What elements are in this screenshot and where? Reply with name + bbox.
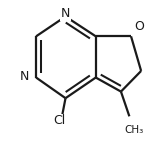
Text: CH₃: CH₃ bbox=[125, 125, 144, 135]
Text: N: N bbox=[61, 7, 70, 20]
Text: O: O bbox=[135, 20, 144, 33]
Text: N: N bbox=[20, 70, 30, 83]
Text: Cl: Cl bbox=[54, 114, 66, 127]
